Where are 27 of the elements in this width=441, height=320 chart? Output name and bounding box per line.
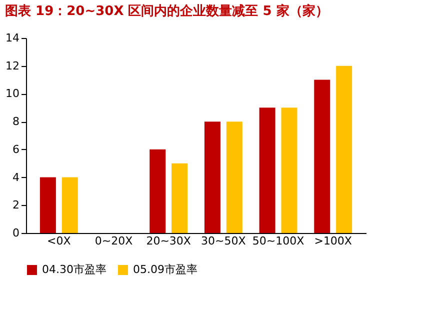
y-tick-label: 2: [12, 198, 20, 212]
y-tick-label: 12: [6, 59, 20, 72]
chart-title: 图表 19：20~30X 区间内的企业数量减至 5 家（家）: [5, 3, 328, 19]
legend-label: 04.30市盈率: [42, 263, 106, 276]
y-tick-label: 6: [12, 142, 20, 156]
bar: [281, 108, 298, 233]
x-tick-label: 0~20X: [94, 234, 134, 248]
bar: [150, 149, 166, 233]
bar: [204, 122, 220, 233]
x-tick-label: 30~50X: [201, 234, 246, 248]
bar: [336, 66, 352, 233]
y-tick-label: 0: [12, 226, 20, 240]
bar: [172, 163, 188, 233]
x-tick-label: 20~30X: [146, 234, 192, 248]
y-tick-label: 8: [12, 115, 20, 128]
x-tick-label: 50~100X: [252, 234, 305, 248]
y-tick-label: 10: [6, 87, 20, 100]
y-tick-label: 4: [12, 170, 20, 184]
x-tick-label: <0X: [47, 234, 72, 248]
y-tick-label: 14: [6, 32, 20, 44]
bar: [62, 177, 78, 233]
x-tick-label: >100X: [314, 234, 352, 248]
bar: [259, 108, 276, 233]
bar: [226, 122, 242, 233]
legend-label: 05.09市盈率: [133, 263, 198, 276]
bar: [314, 80, 330, 233]
bar: [40, 177, 56, 233]
